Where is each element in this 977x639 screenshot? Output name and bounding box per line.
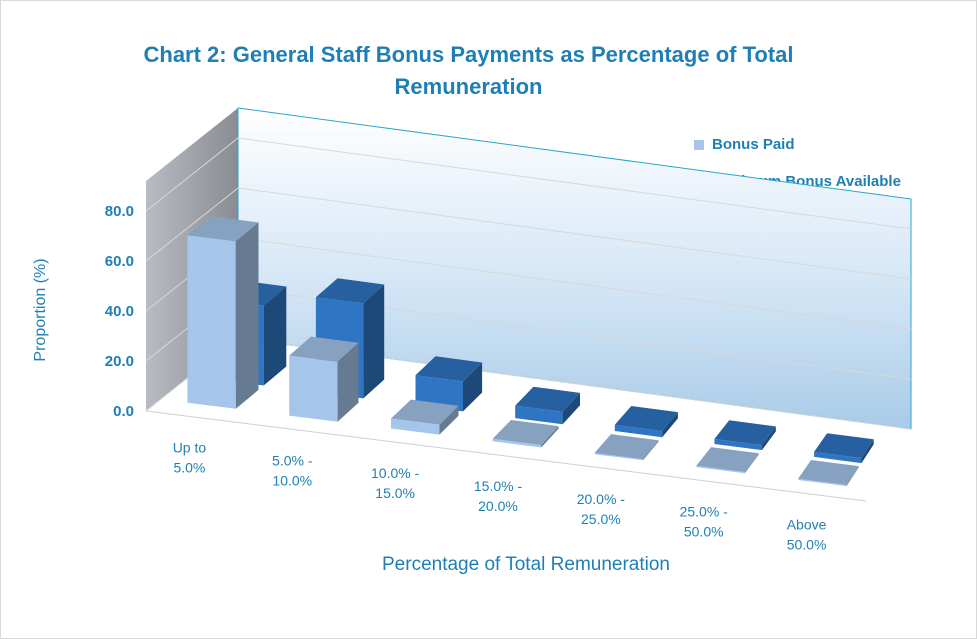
bar-top-face (814, 433, 874, 459)
bar-side-face (439, 405, 459, 435)
bar-top-face (187, 216, 259, 242)
y-tick-label: 60.0 (105, 253, 134, 270)
bar-front-face (614, 424, 663, 438)
x-category-label-line: 10.0% - (371, 465, 420, 481)
x-category-label-line: 5.0% - (272, 452, 313, 468)
gridline (145, 137, 912, 230)
y-tick-label: 80.0 (105, 203, 134, 220)
bar-top-face (696, 447, 759, 472)
bar-top-face (798, 460, 859, 485)
bar-top-face (415, 356, 483, 382)
bar-top-face (492, 420, 559, 445)
x-category-label-line: 10.0% (272, 472, 312, 488)
bar-side-face (337, 342, 359, 422)
bar-top-face (315, 278, 385, 304)
x-category-label: 25.0% - 50.0% (680, 504, 729, 540)
bar-side-face (643, 440, 659, 461)
x-category-label-line: 15.0% - (474, 478, 523, 494)
bar-front-face (814, 451, 862, 464)
x-category-label-line: 5.0% (173, 459, 205, 475)
x-category-label: 5.0% - 10.0% (272, 452, 313, 488)
bar-top-face (515, 386, 580, 412)
legend-item-bonus-paid: Bonus Paid (694, 136, 795, 153)
bar-front-face (391, 418, 440, 435)
bar-side-face (761, 426, 776, 451)
bar-front-face (492, 438, 542, 448)
bar-bonus-paid (696, 447, 759, 474)
bar-side-face (363, 284, 385, 399)
x-category-label-line: 15.0% (375, 485, 415, 501)
bar-front-face (798, 478, 847, 487)
x-category-label-line: 20.0% (478, 498, 518, 514)
bar-side-face (846, 466, 859, 487)
bar-maximum-bonus (614, 406, 678, 438)
x-category-label: 10.0% - 15.0% (371, 465, 420, 501)
y-tick-label: 0.0 (113, 403, 134, 420)
bar-side-face (662, 412, 678, 438)
x-category-label-line: 25.0% - (680, 504, 729, 520)
floor-front-edge (145, 410, 867, 502)
x-category-label-line: 50.0% (684, 524, 724, 540)
bar-bonus-paid (594, 434, 659, 461)
bar-bonus-paid (289, 336, 359, 422)
legend-swatch-bonus-paid (694, 139, 704, 150)
x-category-label-line: Up to (173, 439, 207, 455)
x-axis-label: Percentage of Total Remuneration (382, 554, 670, 575)
x-category-label: 20.0% - 25.0% (577, 491, 626, 527)
x-category-label: Up to 5.0% (173, 439, 207, 475)
bar-top-face (289, 336, 359, 362)
bar-front-face (187, 235, 236, 409)
legend-label-bonus-paid: Bonus Paid (712, 136, 795, 153)
bar-maximum-bonus (515, 386, 580, 425)
bar-bonus-paid (798, 460, 859, 487)
x-category-label: Above 50.0% (787, 517, 827, 553)
bar-bonus-paid (391, 399, 459, 435)
x-category-label-line: 25.0% (581, 511, 621, 527)
bar-maximum-bonus (714, 420, 776, 451)
bar-bonus-paid (492, 420, 559, 448)
x-category-label-line: 50.0% (787, 537, 827, 553)
bar-front-face (515, 405, 563, 425)
bar-side-face (235, 222, 259, 409)
bar-side-face (861, 439, 874, 464)
gridline (145, 187, 912, 280)
chart-title: Chart 2: General Staff Bonus Payments as… (143, 42, 794, 99)
bar-front-face (696, 465, 745, 474)
y-tick-label: 20.0 (105, 353, 134, 370)
bar-top-face (594, 434, 659, 460)
y-tick-label: 40.0 (105, 303, 134, 320)
bar-side-face (541, 426, 559, 448)
bar-side-face (463, 362, 483, 412)
bar-front-face (594, 453, 643, 461)
x-category-label-line: 20.0% - (577, 491, 626, 507)
bar-side-face (562, 392, 580, 425)
bar-front-face (714, 439, 762, 451)
x-category-label: 15.0% - 20.0% (474, 478, 523, 514)
bar-top-face (391, 399, 459, 425)
bar-side-face (263, 286, 287, 386)
bar-top-face (714, 420, 776, 446)
bar-front-face (289, 355, 338, 422)
bar-side-face (744, 453, 759, 474)
x-category-label-line: Above (787, 517, 827, 533)
bar-top-face (614, 406, 678, 431)
bar-maximum-bonus (814, 433, 874, 464)
bar-bonus-paid (187, 216, 259, 409)
